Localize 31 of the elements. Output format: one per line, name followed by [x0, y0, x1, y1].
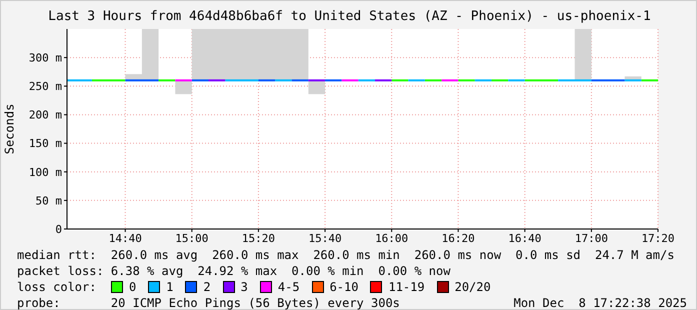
text: median rtt: 260.0 ms avg 260.0 ms max 260.0 ms min 260.0 ms now 0.0 ms sd 24.7 M am/s	[17, 247, 676, 263]
legend-title: loss color:	[17, 279, 98, 295]
x-tick-label: 17:00	[574, 232, 608, 245]
x-tick-label: 17:20	[641, 232, 675, 245]
x-tick-label: 16:00	[375, 232, 408, 245]
legend-label: 3	[240, 279, 248, 295]
x-tick-label: 15:20	[242, 232, 276, 245]
legend-label: 0	[128, 279, 136, 295]
text: probe: 20 ICMP Echo Pings (56 Bytes) every 300s	[17, 295, 400, 310]
text: Mon Dec 8 17:22:38 2025	[514, 295, 687, 310]
x-tick-label: 16:40	[508, 232, 542, 245]
y-axis-title: Seconds	[2, 104, 16, 154]
x-tick-label: 14:40	[108, 232, 142, 245]
text: packet loss: 6.38 % avg 24.92 % max 0.00 % min 0.00 % now	[17, 263, 452, 279]
chart-title: Last 3 Hours from 464d48b6ba6f to United States (AZ - Phoenix) - us-phoenix-1	[47, 9, 652, 24]
x-tick-label: 15:00	[175, 232, 208, 245]
y-tick-label: 0	[55, 222, 62, 236]
legend-label: 2	[203, 279, 211, 295]
y-tick-label: 300 m	[28, 51, 62, 64]
y-tick-label: 200 m	[28, 108, 62, 122]
y-tick-label: 150 m	[28, 137, 62, 150]
x-tick-label: 16:20	[442, 232, 475, 245]
legend-label: 11-19	[388, 279, 425, 295]
legend-label: 6-10	[330, 279, 358, 295]
legend-label: 4-5	[278, 279, 300, 295]
y-tick-label: 250 m	[28, 80, 62, 94]
legend-label: 20/20	[454, 279, 491, 295]
y-tick-label: 50 m	[36, 194, 62, 208]
y-tick-label: 100 m	[28, 166, 62, 179]
legend-label: 1	[166, 279, 174, 295]
x-tick-label: 15:40	[308, 232, 342, 245]
